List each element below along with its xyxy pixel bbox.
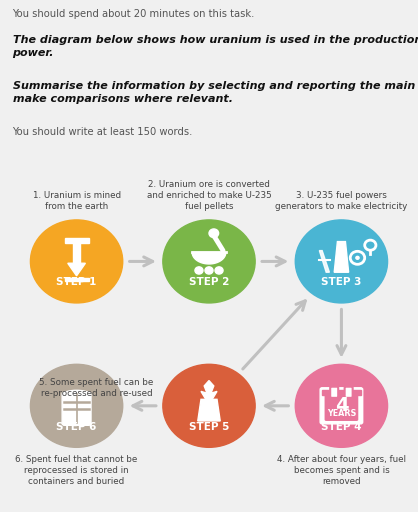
- Circle shape: [295, 220, 387, 303]
- Text: STEP 6: STEP 6: [56, 421, 97, 432]
- Polygon shape: [198, 399, 220, 421]
- Circle shape: [209, 229, 219, 238]
- Polygon shape: [322, 390, 361, 395]
- Text: STEP 3: STEP 3: [321, 277, 362, 287]
- Text: YEARS: YEARS: [327, 409, 356, 418]
- Text: You should write at least 150 words.: You should write at least 150 words.: [13, 127, 193, 137]
- Polygon shape: [68, 263, 85, 276]
- Circle shape: [215, 267, 223, 274]
- Circle shape: [295, 365, 387, 447]
- Text: The diagram below shows how uranium is used in the production of nuclear
power.: The diagram below shows how uranium is u…: [13, 35, 418, 58]
- FancyBboxPatch shape: [330, 387, 338, 398]
- Circle shape: [31, 220, 123, 303]
- Text: 4. After about four years, fuel
becomes spent and is
removed: 4. After about four years, fuel becomes …: [277, 455, 406, 486]
- Ellipse shape: [64, 390, 89, 397]
- Circle shape: [356, 257, 359, 259]
- Polygon shape: [319, 250, 329, 272]
- Text: 3. U-235 fuel powers
generators to make electricity: 3. U-235 fuel powers generators to make …: [275, 191, 408, 211]
- Polygon shape: [334, 242, 349, 272]
- Circle shape: [31, 365, 123, 447]
- Polygon shape: [192, 252, 226, 264]
- Polygon shape: [64, 278, 89, 281]
- Text: STEP 2: STEP 2: [189, 277, 229, 287]
- Polygon shape: [74, 243, 80, 263]
- Circle shape: [205, 267, 213, 274]
- Text: 5. Some spent fuel can be
re-processed and re-used: 5. Some spent fuel can be re-processed a…: [38, 378, 153, 398]
- Text: STEP 4: STEP 4: [321, 421, 362, 432]
- Text: 6. Spent fuel that cannot be
reprocessed is stored in
containers and buried: 6. Spent fuel that cannot be reprocessed…: [15, 455, 138, 486]
- Text: 2. Uranium ore is converted
and enriched to make U-235
fuel pellets: 2. Uranium ore is converted and enriched…: [147, 180, 271, 211]
- Circle shape: [163, 220, 255, 303]
- Text: STEP 1: STEP 1: [56, 277, 97, 287]
- Text: Summarise the information by selecting and reporting the main features, and
make: Summarise the information by selecting a…: [13, 81, 418, 104]
- Text: 4: 4: [335, 396, 348, 415]
- Text: You should spend about 20 minutes on this task.: You should spend about 20 minutes on thi…: [13, 9, 255, 19]
- FancyBboxPatch shape: [62, 392, 91, 425]
- Circle shape: [163, 365, 255, 447]
- FancyBboxPatch shape: [324, 394, 358, 421]
- Polygon shape: [201, 380, 217, 399]
- Polygon shape: [64, 238, 89, 243]
- Text: 1. Uranium is mined
from the earth: 1. Uranium is mined from the earth: [33, 191, 121, 211]
- FancyBboxPatch shape: [344, 387, 353, 398]
- Text: STEP 5: STEP 5: [189, 421, 229, 432]
- FancyBboxPatch shape: [320, 388, 363, 424]
- Circle shape: [195, 267, 203, 274]
